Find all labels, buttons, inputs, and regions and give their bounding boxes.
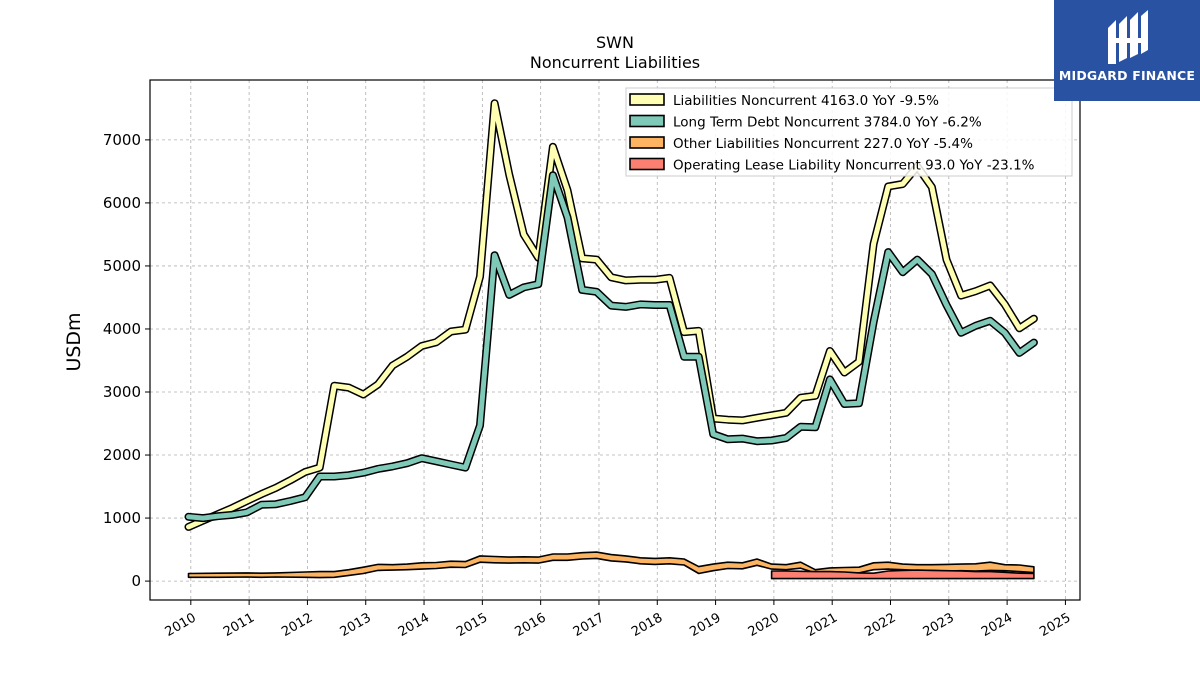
x-tick-label: 2011	[221, 610, 257, 640]
logo-mark-icon	[1108, 10, 1148, 64]
legend: Liabilities Noncurrent 4163.0 YoY -9.5% L…	[625, 87, 1073, 177]
series-line	[186, 172, 1037, 521]
y-axis-label: USDm	[63, 312, 85, 371]
legend-swatch	[629, 136, 665, 149]
x-tick-label: 2012	[279, 610, 315, 640]
plot-frame	[149, 79, 1081, 601]
y-tick-label: 3000	[103, 383, 141, 401]
legend-label: Other Liabilities Noncurrent 227.0 YoY -…	[673, 136, 973, 152]
y-tick-label: 0	[131, 572, 141, 590]
y-tick-label: 4000	[103, 320, 141, 338]
y-tick-label: 5000	[103, 257, 141, 275]
series-line	[186, 100, 1037, 530]
legend-box	[625, 87, 1073, 177]
chart-title: SWN	[596, 33, 634, 52]
axis-ticks: 0 1000 2000 3000 4000 5000 6000 7000 2010 2011 201…	[103, 131, 1074, 640]
x-tick-label: 2023	[921, 610, 957, 640]
series-layer	[184, 99, 1038, 580]
legend-label: Operating Lease Liability Noncurrent 93.…	[673, 158, 1035, 174]
legend-label: Liabilities Noncurrent 4163.0 YoY -9.5%	[673, 93, 939, 109]
x-tick-label: 2019	[687, 610, 723, 640]
legend-swatch	[629, 93, 665, 106]
x-tick-label: 2014	[396, 610, 432, 640]
x-tick-label: 2025	[1037, 610, 1073, 640]
brand-logo: MIDGARD FINANCE	[1054, 0, 1200, 101]
chart-subtitle: Noncurrent Liabilities	[530, 53, 700, 72]
series-band	[770, 569, 1035, 580]
x-tick-label: 2022	[862, 610, 898, 640]
y-tick-label: 2000	[103, 446, 141, 464]
y-tick-label: 1000	[103, 509, 141, 527]
legend-swatch	[629, 157, 665, 171]
legend-swatch	[629, 114, 665, 128]
y-tick-label: 7000	[103, 131, 141, 149]
y-tick-label: 6000	[103, 194, 141, 212]
x-tick-label: 2016	[512, 610, 548, 640]
x-tick-label: 2021	[804, 610, 840, 640]
x-tick-label: 2010	[163, 610, 199, 640]
legend-label: Long Term Debt Noncurrent 3784.0 YoY -6.…	[673, 115, 982, 131]
x-tick-label: 2024	[979, 610, 1015, 640]
x-tick-label: 2013	[338, 610, 374, 640]
x-tick-label: 2018	[629, 610, 665, 640]
logo-text: MIDGARD FINANCE	[1058, 68, 1196, 83]
x-tick-label: 2015	[454, 610, 490, 640]
x-tick-label: 2020	[746, 610, 782, 640]
x-tick-label: 2017	[571, 610, 607, 640]
